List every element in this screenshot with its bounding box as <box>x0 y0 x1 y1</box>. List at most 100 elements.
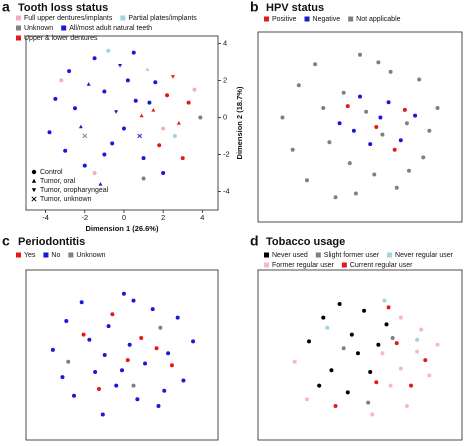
point <box>392 147 397 152</box>
point <box>321 315 326 320</box>
point <box>402 107 407 112</box>
shape-legend-marker <box>31 196 37 202</box>
point <box>59 78 64 83</box>
point <box>78 124 83 129</box>
point <box>372 172 377 177</box>
point <box>304 178 309 183</box>
legend-swatch <box>16 15 21 21</box>
point <box>409 383 413 388</box>
shape-legend-marker <box>31 188 37 193</box>
legend-swatch <box>264 262 269 268</box>
point <box>337 302 342 306</box>
point <box>378 115 383 120</box>
point <box>141 156 146 161</box>
point <box>121 126 126 131</box>
point <box>121 291 126 296</box>
legend-label: Not applicable <box>356 16 400 23</box>
point <box>72 393 76 398</box>
point <box>374 125 379 129</box>
legend-swatch <box>120 15 126 21</box>
point <box>131 298 136 303</box>
point <box>64 319 69 323</box>
point <box>102 152 107 157</box>
point <box>376 60 381 65</box>
legend-label: Slight former user <box>324 252 380 259</box>
point <box>398 315 403 320</box>
legend-label: Upper & lower dentures <box>24 35 98 42</box>
legend-label: Unknown <box>24 25 53 32</box>
point <box>162 388 167 393</box>
point <box>313 62 318 67</box>
point <box>435 106 440 110</box>
point <box>388 383 393 388</box>
shape-legend-label: Tumor, oropharyngeal <box>40 187 109 194</box>
point <box>415 337 420 342</box>
point <box>141 176 146 181</box>
point <box>110 312 115 317</box>
legend-label: Former regular user <box>272 262 335 269</box>
legend-swatch <box>43 252 49 258</box>
point <box>355 351 360 356</box>
point <box>280 115 285 120</box>
y-axis-title: Dimension 2 (18.7%) <box>235 86 244 159</box>
point <box>386 100 391 105</box>
point <box>347 161 352 166</box>
point <box>435 342 440 347</box>
point <box>398 366 403 371</box>
point <box>169 363 174 368</box>
point <box>120 368 124 373</box>
point <box>131 383 136 388</box>
point <box>296 83 301 88</box>
point <box>127 342 132 347</box>
point <box>139 113 144 118</box>
point <box>92 170 97 175</box>
shape-legend-marker <box>31 178 37 183</box>
point <box>135 397 140 402</box>
point <box>351 128 356 133</box>
legend-label: Never used <box>272 252 308 259</box>
legend-swatch <box>264 16 269 22</box>
point <box>50 347 55 352</box>
point <box>170 75 175 79</box>
legend-label: Negative <box>313 16 341 23</box>
point <box>358 52 362 57</box>
plot-frame <box>257 269 463 441</box>
point <box>417 77 422 82</box>
point <box>380 132 385 137</box>
point <box>47 130 52 135</box>
legend-swatch <box>16 35 21 41</box>
point <box>147 100 152 105</box>
point <box>329 368 334 373</box>
point <box>157 143 162 148</box>
point <box>72 106 77 111</box>
panel-letter: a <box>2 0 10 15</box>
legend-label: Unknown <box>76 252 105 259</box>
shape-legend-label: Control <box>40 169 63 176</box>
point <box>81 332 86 337</box>
panel-letter: c <box>2 233 10 249</box>
legend-label: Current regular user <box>350 262 413 269</box>
legend-swatch <box>387 252 393 258</box>
point <box>66 359 71 364</box>
point <box>53 96 58 101</box>
point <box>337 121 342 126</box>
point <box>67 69 72 74</box>
point <box>125 358 130 363</box>
legend-label: No <box>51 252 60 259</box>
point <box>419 327 424 332</box>
point <box>60 375 65 380</box>
point <box>191 339 196 344</box>
point <box>98 182 103 186</box>
plot-frame <box>25 35 219 211</box>
point <box>137 133 142 139</box>
y-tick-label: -2 <box>223 149 230 158</box>
y-tick-label: -4 <box>223 186 230 195</box>
point <box>376 342 381 347</box>
point <box>102 89 107 94</box>
point <box>92 56 97 61</box>
point <box>198 115 203 120</box>
legend-label: All/most adult natural teeth <box>69 25 152 32</box>
point <box>406 168 411 173</box>
point <box>327 140 332 145</box>
point <box>110 141 115 146</box>
